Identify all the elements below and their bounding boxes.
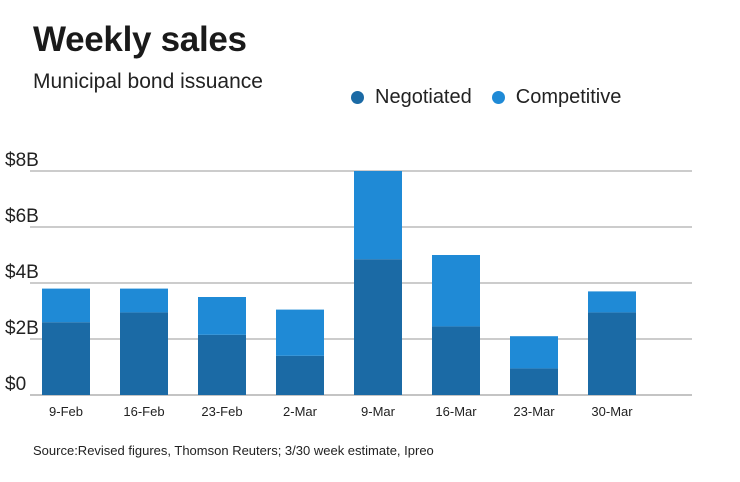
bar-negotiated-16-feb xyxy=(120,312,168,395)
bar-competitive-23-mar xyxy=(510,336,558,369)
y-tick-label: $6B xyxy=(5,206,39,227)
y-tick-label: $8B xyxy=(5,150,39,171)
legend-item-competitive: Competitive xyxy=(491,86,622,109)
x-tick-label: 16-Feb xyxy=(123,404,164,419)
bar-competitive-16-feb xyxy=(120,288,168,313)
bar-negotiated-9-feb xyxy=(42,322,90,395)
bar-negotiated-2-mar xyxy=(276,355,324,395)
legend-swatch-negotiated xyxy=(351,91,364,104)
bar-negotiated-23-mar xyxy=(510,368,558,395)
legend-label-negotiated: Negotiated xyxy=(375,86,472,108)
chart-title: Weekly sales xyxy=(33,20,247,59)
y-tick-label: $2B xyxy=(5,318,39,339)
x-tick-label: 30-Mar xyxy=(591,404,633,419)
bar-competitive-16-mar xyxy=(432,255,480,327)
bar-negotiated-16-mar xyxy=(432,326,480,395)
bar-competitive-23-feb xyxy=(198,297,246,335)
x-tick-label: 9-Mar xyxy=(361,404,396,419)
x-tick-label: 23-Mar xyxy=(513,404,555,419)
x-tick-label: 23-Feb xyxy=(201,404,242,419)
bar-competitive-9-feb xyxy=(42,288,90,323)
x-tick-label: 2-Mar xyxy=(283,404,318,419)
legend: Negotiated Competitive xyxy=(351,86,641,109)
y-tick-label: $4B xyxy=(5,262,39,283)
bar-negotiated-9-mar xyxy=(354,259,402,395)
x-tick-label: 9-Feb xyxy=(49,404,83,419)
bar-negotiated-30-mar xyxy=(588,312,636,395)
source-note: Source:Revised figures, Thomson Reuters;… xyxy=(33,443,434,458)
chart-subtitle: Municipal bond issuance xyxy=(33,70,263,93)
legend-item-negotiated: Negotiated xyxy=(351,86,472,109)
bar-competitive-9-mar xyxy=(354,171,402,260)
y-tick-label: $0 xyxy=(5,374,26,395)
bar-competitive-2-mar xyxy=(276,309,324,356)
bar-negotiated-23-feb xyxy=(198,334,246,395)
x-tick-label: 16-Mar xyxy=(435,404,477,419)
bar-competitive-30-mar xyxy=(588,291,636,313)
legend-label-competitive: Competitive xyxy=(515,86,622,108)
legend-swatch-competitive xyxy=(491,91,505,104)
